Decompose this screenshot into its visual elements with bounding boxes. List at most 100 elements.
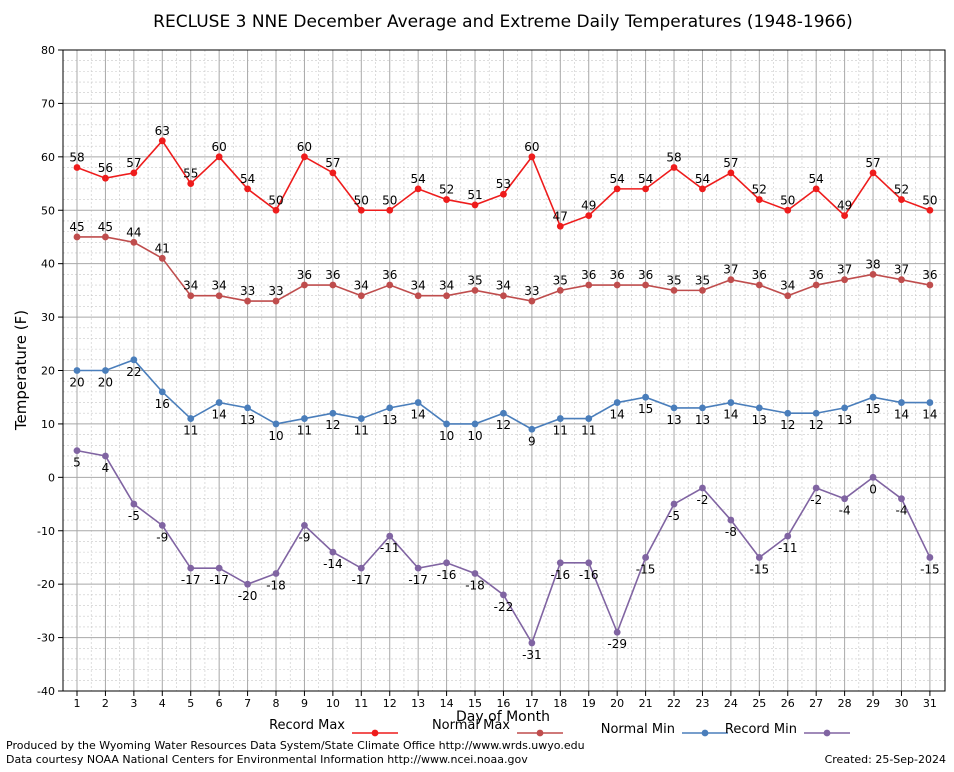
normal-min-point bbox=[471, 420, 479, 428]
record-max-data-label: 55 bbox=[183, 167, 198, 181]
normal-max-point bbox=[784, 292, 792, 300]
normal-max-point bbox=[841, 276, 849, 284]
normal-max-data-label: 34 bbox=[439, 279, 454, 293]
record-min-data-label: -18 bbox=[465, 578, 485, 592]
normal-max-data-label: 36 bbox=[297, 268, 312, 282]
normal-min-point bbox=[926, 399, 934, 406]
normal-min-point bbox=[443, 420, 450, 428]
record-max-point bbox=[386, 206, 394, 214]
normal-max-data-label: 34 bbox=[183, 279, 198, 293]
normal-max-point bbox=[414, 292, 422, 300]
y-tick-label: -20 bbox=[37, 578, 55, 591]
y-tick-label: 10 bbox=[41, 418, 55, 431]
record-min-point bbox=[699, 484, 706, 492]
record-min-data-label: 4 bbox=[102, 461, 110, 475]
normal-min-data-label: 10 bbox=[467, 429, 482, 443]
normal-max-data-label: 36 bbox=[581, 268, 596, 282]
normal-max-data-label: 36 bbox=[922, 268, 937, 282]
normal-min-data-label: 15 bbox=[865, 402, 880, 416]
normal-min-point bbox=[414, 399, 422, 406]
record-min-data-label: -8 bbox=[725, 525, 737, 539]
record-max-point bbox=[443, 196, 450, 203]
record-max-data-label: 58 bbox=[666, 151, 681, 165]
normal-max-point bbox=[755, 281, 763, 289]
record-min-data-label: -4 bbox=[895, 504, 907, 518]
y-axis-ticks: -40 -30 -20 -10 0 10 20 30 40 50 60 70 80 bbox=[37, 44, 63, 698]
record-max-data-label: 54 bbox=[809, 172, 824, 186]
normal-min-point bbox=[812, 409, 820, 417]
normal-min-data-label: 20 bbox=[69, 376, 84, 390]
record-max-point bbox=[727, 169, 735, 177]
x-tick-label: 27 bbox=[809, 697, 823, 710]
normal-min-data-label: 13 bbox=[382, 413, 397, 427]
record-max-point bbox=[869, 169, 877, 177]
normal-min-data-label: 14 bbox=[723, 408, 738, 422]
legend-marker-record-max bbox=[371, 729, 379, 737]
normal-max-data-label: 33 bbox=[524, 284, 539, 298]
y-tick-label: 60 bbox=[41, 151, 55, 164]
normal-min-point bbox=[841, 404, 849, 412]
legend-label-normal-min: Normal Min bbox=[601, 722, 675, 737]
x-tick-label: 1 bbox=[74, 697, 81, 710]
normal-max-data-label: 35 bbox=[666, 273, 681, 287]
x-tick-label: 11 bbox=[354, 697, 368, 710]
record-min-point bbox=[755, 554, 763, 561]
normal-min-data-label: 10 bbox=[268, 429, 283, 443]
x-tick-label: 20 bbox=[610, 697, 624, 710]
record-max-point bbox=[528, 153, 536, 161]
record-min-point bbox=[130, 500, 138, 508]
normal-max-point bbox=[73, 233, 81, 241]
record-max-point bbox=[613, 185, 621, 193]
normal-max-point bbox=[471, 286, 479, 294]
y-tick-label: 40 bbox=[41, 258, 55, 271]
normal-min-data-label: 13 bbox=[695, 413, 710, 427]
record-min-data-label: -22 bbox=[494, 600, 514, 614]
normal-max-point bbox=[556, 286, 564, 294]
normal-min-data-label: 16 bbox=[155, 397, 170, 411]
record-max-data-label: 50 bbox=[922, 193, 937, 207]
normal-min-point bbox=[613, 399, 621, 406]
normal-max-point bbox=[102, 233, 109, 241]
y-tick-label: -30 bbox=[37, 632, 55, 645]
record-max-point bbox=[670, 164, 678, 171]
record-max-point bbox=[841, 212, 849, 219]
footer-credit-wrds: Produced by the Wyoming Water Resources … bbox=[6, 739, 585, 752]
record-min-point bbox=[357, 564, 365, 572]
normal-min-data-label: 10 bbox=[439, 429, 454, 443]
normal-min-data-label: 9 bbox=[528, 434, 536, 448]
normal-max-point bbox=[699, 286, 706, 294]
record-min-point bbox=[329, 548, 337, 556]
record-max-point bbox=[329, 169, 337, 177]
normal-min-point bbox=[187, 415, 195, 422]
normal-max-point bbox=[329, 281, 337, 289]
record-min-data-label: -14 bbox=[323, 557, 343, 571]
record-max-point bbox=[187, 180, 195, 187]
normal-min-point bbox=[699, 404, 706, 412]
record-max-data-label: 50 bbox=[268, 193, 283, 207]
normal-max-point bbox=[386, 281, 394, 289]
record-max-data-label: 60 bbox=[524, 140, 539, 154]
normal-min-data-label: 14 bbox=[212, 408, 227, 422]
series-normal-max: 45 45 44 41 34 34 33 33 36 36 34 36 34 34 35 34 33 35 36 36… bbox=[69, 220, 938, 305]
record-max-point bbox=[357, 206, 365, 214]
x-tick-label: 28 bbox=[838, 697, 852, 710]
normal-min-point bbox=[329, 409, 337, 417]
record-min-data-label: -2 bbox=[810, 493, 822, 507]
record-min-data-label: -9 bbox=[298, 530, 310, 544]
x-tick-label: 6 bbox=[216, 697, 223, 710]
record-max-data-label: 50 bbox=[780, 193, 795, 207]
x-tick-label: 8 bbox=[273, 697, 280, 710]
normal-max-point bbox=[215, 292, 223, 300]
normal-max-data-label: 35 bbox=[695, 273, 710, 287]
series-normal-min: 20 20 22 16 11 14 13 10 11 12 11 13 14 10 10 12 9 11 11 14 1… bbox=[69, 356, 938, 448]
record-max-point bbox=[926, 206, 934, 214]
normal-max-point bbox=[187, 292, 195, 300]
normal-min-data-label: 13 bbox=[752, 413, 767, 427]
record-min-point bbox=[528, 639, 536, 647]
normal-max-data-label: 36 bbox=[325, 268, 340, 282]
normal-max-point bbox=[812, 281, 820, 289]
normal-max-point bbox=[500, 292, 507, 300]
normal-max-point bbox=[301, 281, 308, 289]
legend-label-normal-max: Normal Max bbox=[432, 718, 510, 733]
normal-min-point bbox=[585, 415, 593, 422]
